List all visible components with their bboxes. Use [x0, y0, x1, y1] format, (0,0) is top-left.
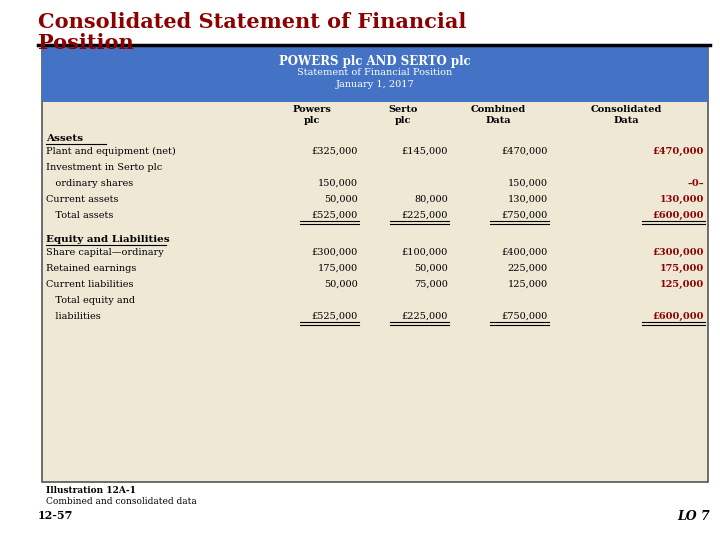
Text: Investment in Serto plc: Investment in Serto plc: [46, 163, 162, 172]
Text: 150,000: 150,000: [508, 179, 548, 188]
Text: 50,000: 50,000: [414, 264, 448, 273]
Text: Combined
Data: Combined Data: [470, 105, 526, 125]
Text: £325,000: £325,000: [312, 147, 358, 156]
Text: Share capital—ordinary: Share capital—ordinary: [46, 248, 163, 257]
Text: £525,000: £525,000: [312, 211, 358, 220]
Text: 175,000: 175,000: [318, 264, 358, 273]
Text: 225,000: 225,000: [508, 264, 548, 273]
Text: £300,000: £300,000: [652, 248, 704, 257]
Text: Current assets: Current assets: [46, 195, 119, 204]
Text: 75,000: 75,000: [414, 280, 448, 289]
Text: –0–: –0–: [688, 179, 704, 188]
Text: LO 7: LO 7: [678, 510, 710, 523]
Text: January 1, 2017: January 1, 2017: [336, 80, 415, 89]
Text: £470,000: £470,000: [652, 147, 704, 156]
Text: £145,000: £145,000: [402, 147, 448, 156]
Text: £525,000: £525,000: [312, 312, 358, 321]
Text: Statement of Financial Position: Statement of Financial Position: [297, 68, 453, 77]
Text: Position: Position: [38, 33, 134, 53]
Text: Consolidated
Data: Consolidated Data: [590, 105, 662, 125]
Text: Combined and consolidated data: Combined and consolidated data: [46, 497, 197, 506]
Text: Illustration 12A-1: Illustration 12A-1: [46, 486, 136, 495]
FancyBboxPatch shape: [42, 47, 708, 482]
Text: £100,000: £100,000: [402, 248, 448, 257]
Text: liabilities: liabilities: [46, 312, 101, 321]
Text: 125,000: 125,000: [508, 280, 548, 289]
Text: 50,000: 50,000: [324, 195, 358, 204]
Text: Equity and Liabilities: Equity and Liabilities: [46, 235, 170, 244]
Text: 50,000: 50,000: [324, 280, 358, 289]
Text: POWERS plc AND SERTO plc: POWERS plc AND SERTO plc: [279, 55, 471, 68]
Text: £400,000: £400,000: [502, 248, 548, 257]
Text: £225,000: £225,000: [402, 211, 448, 220]
Text: 80,000: 80,000: [414, 195, 448, 204]
Text: 130,000: 130,000: [660, 195, 704, 204]
Text: Retained earnings: Retained earnings: [46, 264, 136, 273]
Text: £470,000: £470,000: [502, 147, 548, 156]
Text: £600,000: £600,000: [652, 312, 704, 321]
Text: Powers
plc: Powers plc: [292, 105, 331, 125]
Text: 12-57: 12-57: [38, 510, 73, 521]
Text: Current liabilities: Current liabilities: [46, 280, 133, 289]
Text: Assets: Assets: [46, 134, 83, 143]
Text: Total assets: Total assets: [46, 211, 113, 220]
Text: Serto
plc: Serto plc: [388, 105, 418, 125]
Text: 150,000: 150,000: [318, 179, 358, 188]
Text: £600,000: £600,000: [652, 211, 704, 220]
Text: £750,000: £750,000: [502, 211, 548, 220]
FancyBboxPatch shape: [42, 47, 708, 102]
Text: 175,000: 175,000: [660, 264, 704, 273]
Text: £750,000: £750,000: [502, 312, 548, 321]
Text: £300,000: £300,000: [312, 248, 358, 257]
Text: £225,000: £225,000: [402, 312, 448, 321]
Text: Total equity and: Total equity and: [46, 296, 135, 305]
Text: ordinary shares: ordinary shares: [46, 179, 133, 188]
Text: Plant and equipment (net): Plant and equipment (net): [46, 147, 176, 156]
Text: 125,000: 125,000: [660, 280, 704, 289]
Text: Consolidated Statement of Financial: Consolidated Statement of Financial: [38, 12, 467, 32]
Text: 130,000: 130,000: [508, 195, 548, 204]
